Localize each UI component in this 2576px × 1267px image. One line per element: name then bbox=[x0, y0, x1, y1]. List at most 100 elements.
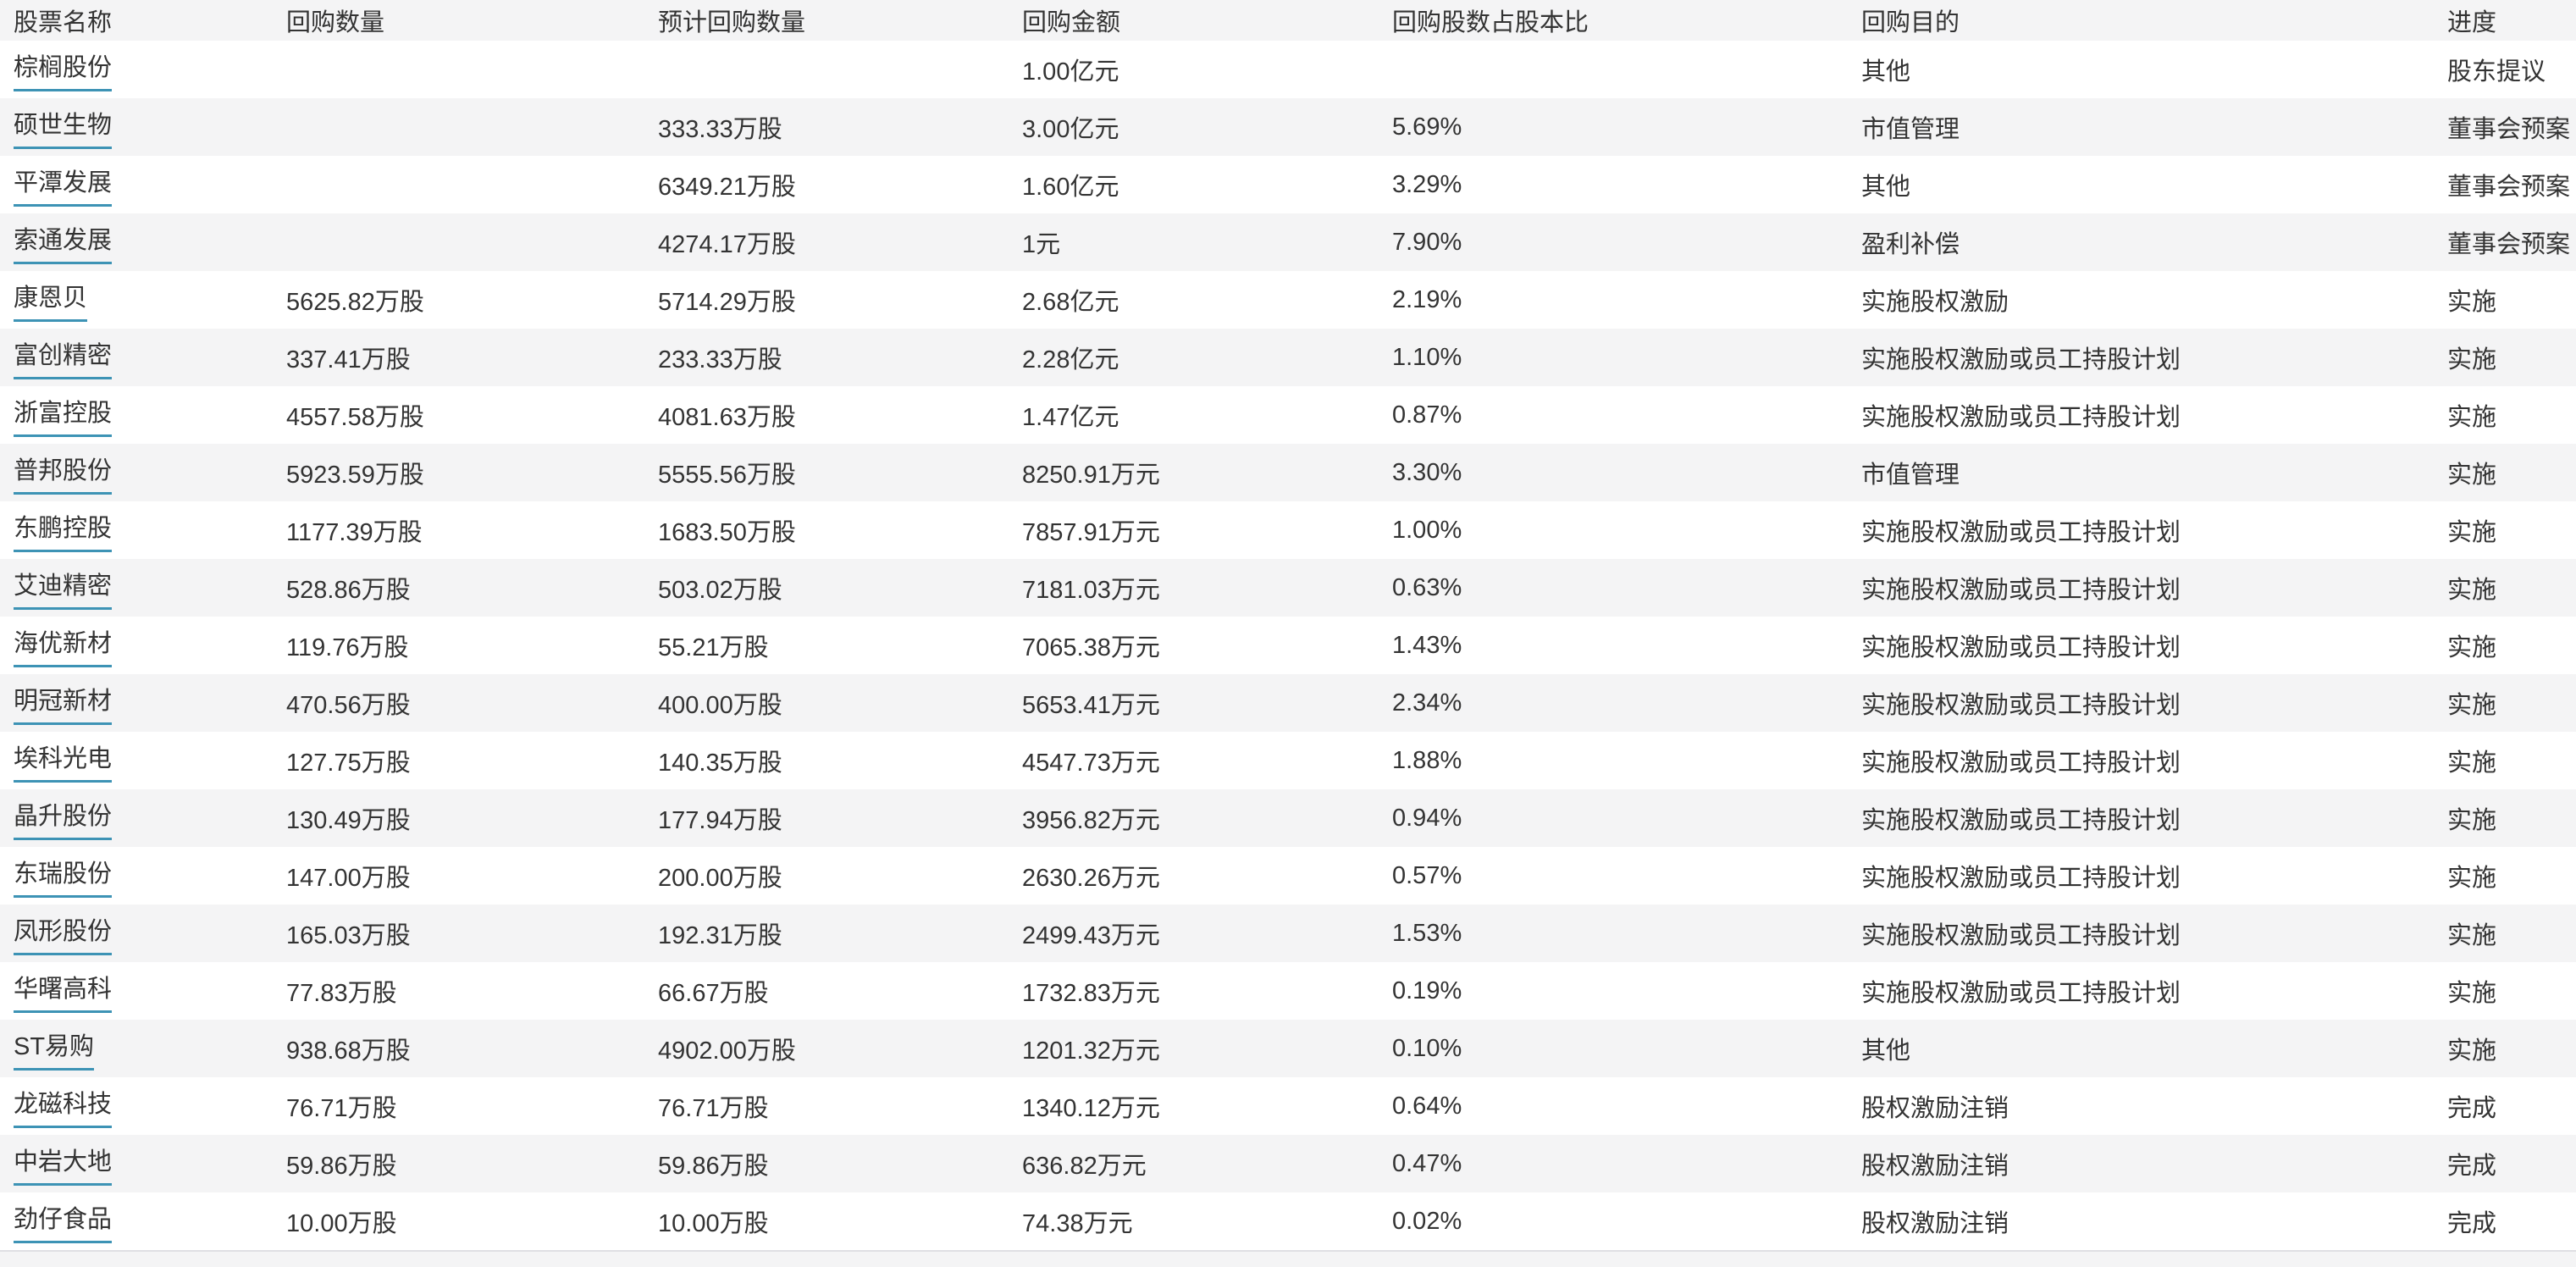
cell-est-repurchase-qty: 4274.17万股 bbox=[658, 231, 796, 258]
table-row: 平潭发展 6349.21万股 1.60亿元 3.29% 其他 董事会预案 bbox=[0, 156, 2576, 213]
cell-repurchase-amount: 1元 bbox=[1022, 231, 1061, 258]
cell-repurchase-amount: 1.60亿元 bbox=[1022, 174, 1119, 201]
cell-repurchase-qty: 77.83万股 bbox=[286, 980, 397, 1007]
cell-est-repurchase-qty: 5555.56万股 bbox=[658, 462, 796, 489]
cell-shares-pct: 1.10% bbox=[1392, 343, 1462, 371]
table-row: 明冠新材 470.56万股 400.00万股 5653.41万元 2.34% 实施股权激励… bbox=[0, 674, 2576, 732]
stock-name-link[interactable]: 索通发展 bbox=[14, 220, 113, 264]
cell-repurchase-amount: 3956.82万元 bbox=[1022, 807, 1160, 834]
cell-est-repurchase-qty: 4902.00万股 bbox=[658, 1037, 796, 1065]
column-header-shares-pct: 回购股数占股本比 bbox=[1379, 0, 1848, 41]
cell-progress: 实施 bbox=[2447, 922, 2497, 949]
table-row: 海优新材 119.76万股 55.21万股 7065.38万元 1.43% 实施股权激励或… bbox=[0, 617, 2576, 674]
stock-name-link[interactable]: 硕世生物 bbox=[14, 105, 113, 149]
cell-est-repurchase-qty: 76.71万股 bbox=[658, 1095, 769, 1122]
column-header-purpose: 回购目的 bbox=[1848, 0, 2434, 41]
stock-name-link[interactable]: 华曙高科 bbox=[14, 969, 113, 1013]
cell-repurchase-amount: 1201.32万元 bbox=[1022, 1037, 1160, 1065]
stock-name-link[interactable]: 富创精密 bbox=[14, 335, 113, 379]
cell-est-repurchase-qty: 1683.50万股 bbox=[658, 519, 796, 546]
cell-progress: 实施 bbox=[2447, 634, 2497, 661]
table-row: 浙富控股 4557.58万股 4081.63万股 1.47亿元 0.87% 实施股权激励或… bbox=[0, 386, 2576, 444]
stock-name-link[interactable]: 康恩贝 bbox=[14, 278, 88, 322]
table-row: 棕榈股份 1.00亿元 其他 股东提议 bbox=[0, 41, 2576, 98]
column-header-repurchase-amount: 回购金额 bbox=[1009, 0, 1379, 41]
table-row: 硕世生物 333.33万股 3.00亿元 5.69% 市值管理 董事会预案 bbox=[0, 98, 2576, 156]
cell-repurchase-amount: 1.00亿元 bbox=[1022, 58, 1119, 86]
cell-stock-name: 龙磁科技 bbox=[0, 1077, 273, 1135]
stock-name-link[interactable]: 普邦股份 bbox=[14, 451, 113, 495]
cell-repurchase-qty: 119.76万股 bbox=[286, 634, 409, 661]
stock-name-link[interactable]: 晶升股份 bbox=[14, 796, 113, 840]
cell-est-repurchase-qty bbox=[644, 41, 1009, 98]
cell-purpose: 实施股权激励或员工持股计划 bbox=[1861, 346, 2181, 373]
cell-est-repurchase-qty: 400.00万股 bbox=[658, 692, 782, 719]
cell-purpose: 实施股权激励或员工持股计划 bbox=[1861, 980, 2181, 1007]
cell-progress: 董事会预案 bbox=[2447, 116, 2571, 143]
cell-progress: 实施 bbox=[2447, 980, 2497, 1007]
cell-purpose: 股权激励注销 bbox=[1861, 1095, 2009, 1122]
cell-shares-pct: 0.02% bbox=[1392, 1207, 1462, 1235]
cell-stock-name: 东鹏控股 bbox=[0, 501, 273, 559]
cell-stock-name: 海优新材 bbox=[0, 617, 273, 674]
cell-purpose: 实施股权激励或员工持股计划 bbox=[1861, 750, 2181, 777]
cell-repurchase-qty: 1177.39万股 bbox=[286, 519, 423, 546]
stock-name-link[interactable]: 浙富控股 bbox=[14, 393, 113, 437]
cell-repurchase-amount: 636.82万元 bbox=[1022, 1153, 1147, 1180]
cell-repurchase-qty bbox=[273, 41, 644, 98]
stock-name-link[interactable]: ST易购 bbox=[14, 1026, 95, 1071]
stock-name-link[interactable]: 埃科光电 bbox=[14, 739, 113, 783]
cell-repurchase-amount: 8250.91万元 bbox=[1022, 462, 1160, 489]
stock-name-link[interactable]: 中岩大地 bbox=[14, 1142, 113, 1186]
cell-repurchase-qty: 337.41万股 bbox=[286, 346, 411, 373]
cell-purpose: 实施股权激励或员工持股计划 bbox=[1861, 519, 2181, 546]
cell-progress: 董事会预案 bbox=[2447, 231, 2571, 258]
column-header-repurchase-qty: 回购数量 bbox=[273, 0, 644, 41]
cell-repurchase-amount: 2630.26万元 bbox=[1022, 865, 1160, 892]
cell-est-repurchase-qty: 55.21万股 bbox=[658, 634, 769, 661]
cell-shares-pct: 0.94% bbox=[1392, 804, 1462, 832]
table-row: 康恩贝 5625.82万股 5714.29万股 2.68亿元 2.19% 实施股权激励 实施 bbox=[0, 271, 2576, 329]
cell-progress: 实施 bbox=[2447, 577, 2497, 604]
table-row: 劲仔食品 10.00万股 10.00万股 74.38万元 0.02% 股权激励注销 完成 bbox=[0, 1192, 2576, 1250]
cell-repurchase-qty: 76.71万股 bbox=[286, 1095, 397, 1122]
cell-shares-pct: 1.43% bbox=[1392, 631, 1462, 659]
stock-name-link[interactable]: 棕榈股份 bbox=[14, 47, 113, 91]
cell-purpose: 其他 bbox=[1861, 58, 1911, 86]
cell-purpose: 盈利补偿 bbox=[1861, 231, 1960, 258]
cell-purpose: 市值管理 bbox=[1861, 116, 1960, 143]
cell-stock-name: 艾迪精密 bbox=[0, 559, 273, 617]
cell-repurchase-qty: 130.49万股 bbox=[286, 807, 411, 834]
cell-est-repurchase-qty: 4081.63万股 bbox=[658, 404, 796, 431]
cell-purpose: 实施股权激励或员工持股计划 bbox=[1861, 692, 2181, 719]
cell-shares-pct: 0.87% bbox=[1392, 401, 1462, 429]
cell-stock-name: 埃科光电 bbox=[0, 732, 273, 789]
cell-purpose: 股权激励注销 bbox=[1861, 1153, 2009, 1180]
table-row: 晶升股份 130.49万股 177.94万股 3956.82万元 0.94% 实施股权激励… bbox=[0, 789, 2576, 847]
table-row: 凤形股份 165.03万股 192.31万股 2499.43万元 1.53% 实施股权激励… bbox=[0, 905, 2576, 962]
stock-name-link[interactable]: 明冠新材 bbox=[14, 681, 113, 725]
stock-name-link[interactable]: 海优新材 bbox=[14, 623, 113, 667]
stock-name-link[interactable]: 平潭发展 bbox=[14, 163, 113, 207]
cell-est-repurchase-qty: 10.00万股 bbox=[658, 1210, 769, 1237]
cell-stock-name: 中岩大地 bbox=[0, 1135, 273, 1192]
stock-name-link[interactable]: 东鹏控股 bbox=[14, 508, 113, 552]
stock-name-link[interactable]: 龙磁科技 bbox=[14, 1084, 113, 1128]
table-row: 索通发展 4274.17万股 1元 7.90% 盈利补偿 董事会预案 bbox=[0, 213, 2576, 271]
cell-repurchase-amount: 7181.03万元 bbox=[1022, 577, 1160, 604]
cell-purpose: 其他 bbox=[1861, 1037, 1911, 1065]
stock-name-link[interactable]: 劲仔食品 bbox=[14, 1199, 113, 1243]
stock-name-link[interactable]: 东瑞股份 bbox=[14, 854, 113, 898]
cell-repurchase-qty: 147.00万股 bbox=[286, 865, 411, 892]
cell-stock-name: 索通发展 bbox=[0, 213, 273, 271]
table-row: 普邦股份 5923.59万股 5555.56万股 8250.91万元 3.30% 市值管理… bbox=[0, 444, 2576, 501]
cell-stock-name: 棕榈股份 bbox=[0, 41, 273, 98]
stock-name-link[interactable]: 艾迪精密 bbox=[14, 566, 113, 610]
cell-shares-pct: 0.63% bbox=[1392, 573, 1462, 601]
cell-shares-pct: 5.69% bbox=[1392, 113, 1462, 141]
cell-stock-name: 明冠新材 bbox=[0, 674, 273, 732]
cell-progress: 实施 bbox=[2447, 462, 2497, 489]
cell-repurchase-qty: 4557.58万股 bbox=[286, 404, 424, 431]
table-row: 华曙高科 77.83万股 66.67万股 1732.83万元 0.19% 实施股权激励或员… bbox=[0, 962, 2576, 1020]
stock-name-link[interactable]: 凤形股份 bbox=[14, 911, 113, 955]
